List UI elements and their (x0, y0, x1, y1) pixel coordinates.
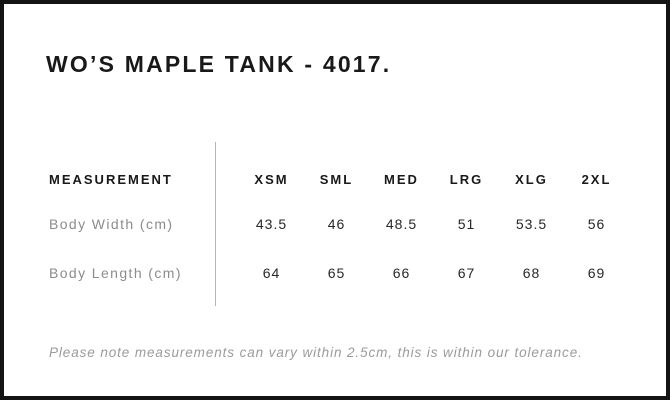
size-table-header-row: MEASUREMENT XSM SML MED LRG XLG 2XL (49, 159, 629, 199)
size-value-cell: 69 (587, 264, 606, 281)
size-header-2xl: 2XL (581, 171, 612, 187)
measurement-column-header: MEASUREMENT (49, 171, 173, 187)
size-value-cell: 43.5 (255, 215, 288, 232)
table-divider-line (215, 142, 216, 306)
product-title: WO’S MAPLE TANK - 4017. (46, 51, 392, 77)
size-header-med: MED (384, 171, 419, 187)
row-label-body-width: Body Width (cm) (49, 215, 174, 232)
tolerance-note: Please note measurements can vary within… (49, 345, 583, 360)
size-value-cell: 48.5 (385, 215, 418, 232)
size-value-cell: 51 (457, 215, 476, 232)
size-table: MEASUREMENT XSM SML MED LRG XLG 2XL Body… (49, 159, 629, 297)
size-header-xlg: XLG (515, 171, 548, 187)
size-value-cell: 64 (262, 264, 281, 281)
size-value-cell: 66 (392, 264, 411, 281)
table-row-body-length: Body Length (cm) 64 65 66 67 68 69 (49, 248, 629, 297)
row-label-body-length: Body Length (cm) (49, 264, 182, 281)
size-value-cell: 46 (327, 215, 346, 232)
size-value-cell: 56 (587, 215, 606, 232)
size-header-sml: SML (319, 171, 354, 187)
size-value-cell: 67 (457, 264, 476, 281)
size-header-lrg: LRG (449, 171, 484, 187)
size-value-cell: 68 (522, 264, 541, 281)
table-row-body-width: Body Width (cm) 43.5 46 48.5 51 53.5 56 (49, 199, 629, 248)
size-header-xsm: XSM (254, 171, 289, 187)
size-value-cell: 53.5 (515, 215, 548, 232)
size-value-cell: 65 (327, 264, 346, 281)
